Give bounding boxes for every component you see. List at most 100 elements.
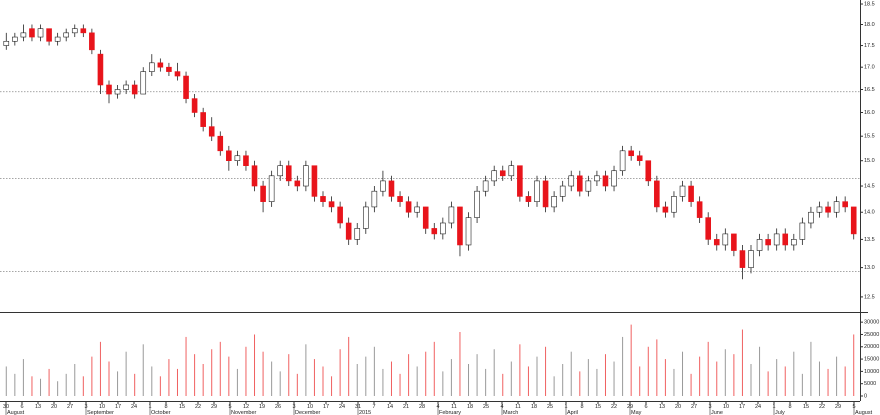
candle-body [277,165,284,177]
candle-body [397,196,403,202]
volume-tick-label: 10000 [864,369,879,375]
month-label: May [631,410,642,415]
candle-body [508,165,515,177]
month-label: October [151,410,171,415]
candle-body [705,217,712,240]
candle-body [114,89,121,95]
candle-body [816,206,823,213]
x-tick-label: 13 [35,404,41,410]
candle-body [585,180,592,192]
candle-body [405,201,412,213]
candle-body [833,201,840,213]
candle-body [671,196,677,213]
candle-body [576,175,583,192]
candle-body [688,185,694,202]
candle-body [208,126,215,137]
candle-body [611,170,617,187]
x-tick-label: 10 [723,404,729,410]
x-tick-label: 6 [20,404,23,410]
x-tick-label: 8 [788,404,791,410]
candle-body [619,150,626,172]
candle-body [542,180,549,208]
volume-tick-label: 0 [864,393,867,399]
x-tick-label: 15 [179,404,185,410]
x-tick-label: 6 [644,404,647,410]
candle-body [328,201,335,208]
x-tick-label: 11 [451,404,457,410]
candle-body [808,211,814,224]
x-tick-label: 27 [67,404,73,410]
y-tick-label: 12.5 [864,294,875,300]
candle-body [756,239,763,251]
x-tick-label: 15 [595,404,601,410]
candle-body [799,222,806,240]
y-tick-label: 13.5 [864,237,875,243]
candle-body [268,175,275,202]
candle-body [842,201,848,208]
y-tick-label: 18.0 [864,22,875,28]
candle-body [106,84,112,95]
x-tick-label: 24 [131,404,137,410]
candle-body [131,84,138,95]
x-tick-label: 14 [387,404,393,410]
x-tick-label: 19 [259,404,265,410]
y-tick-label: 14.5 [864,183,875,189]
candle-body [217,135,224,152]
y-tick-label: 15.5 [864,134,875,140]
candle-body [517,165,523,197]
x-tick-label: 25 [483,404,489,410]
month-label: August [7,410,25,415]
month-label: February [439,410,461,415]
x-tick-label: 17 [323,404,329,410]
candle-body [474,190,480,218]
x-tick-label: 22 [195,404,201,410]
candle-body [362,206,369,229]
candle-body [37,28,44,38]
candle-body [465,217,472,246]
candle-body [431,228,438,235]
x-tick-label: 27 [691,404,697,410]
candle-body [662,206,669,213]
x-tick-label: 26 [275,404,281,410]
candle-body [260,185,266,202]
candle-body [320,196,326,202]
x-tick-label: 11 [515,404,521,410]
candle-body [174,71,181,77]
candle-body [654,180,660,208]
x-tick-label: 20 [51,404,57,410]
candle-body [602,175,609,187]
volume-tick-label: 25000 [864,332,879,338]
volume-tick-label: 30000 [864,320,879,326]
volume-tick-label: 5000 [864,381,876,387]
candle-body [568,175,575,187]
candle-body [696,201,703,218]
candle-body [422,206,429,229]
candle-body [491,170,498,182]
x-tick-label: 8 [580,404,583,410]
month-label: August [855,410,873,415]
x-tick-label: 10 [99,404,105,410]
candle-body [628,150,634,157]
candle-body [3,40,10,46]
candle-body [731,233,737,251]
y-tick-label: 17.5 [864,43,875,49]
x-tick-label: 22 [819,404,825,410]
candle-body [765,239,771,246]
candle-body [525,196,532,202]
candle-body [559,185,566,197]
month-label: July [775,410,785,415]
candle-body [97,53,104,86]
x-tick-label: 18 [467,404,473,410]
candle-body [414,206,420,213]
candle-body [850,206,857,235]
candle-body [285,165,292,182]
candle-body [54,36,61,42]
candle-body [191,98,198,113]
month-label: September [87,410,114,415]
candle-body [551,196,557,208]
candle-body [448,206,455,224]
candle-body [157,62,164,68]
candle-body [748,250,754,268]
y-tick-label: 17.0 [864,65,875,71]
candle-body [645,160,652,182]
